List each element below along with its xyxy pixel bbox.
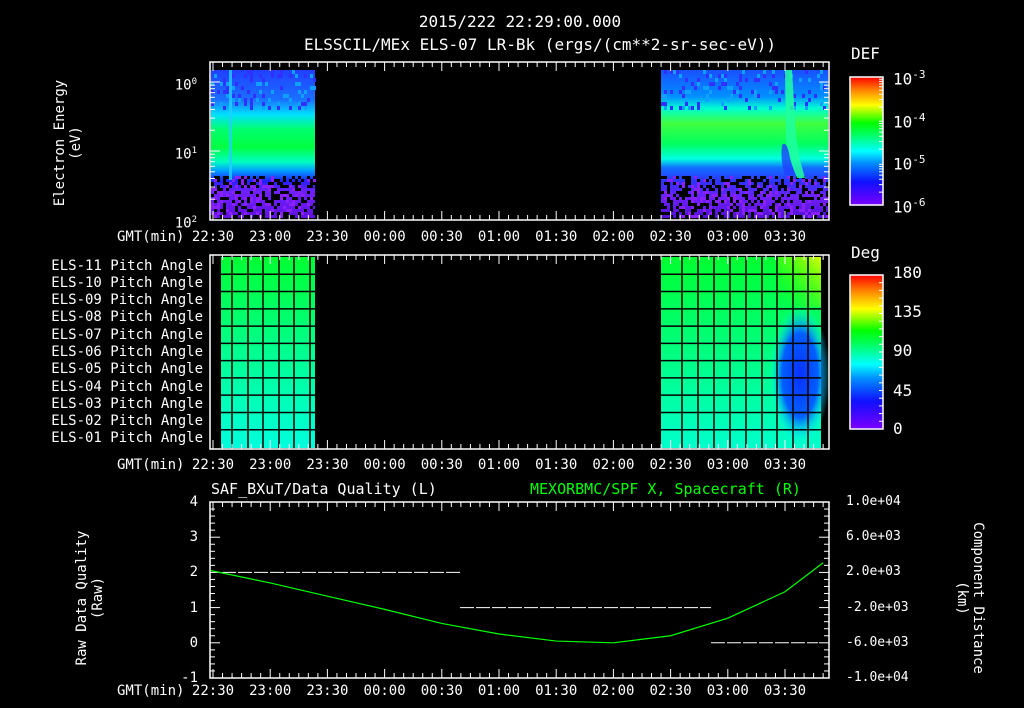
deg-colorbar-title: Deg — [851, 243, 880, 262]
time-tick-label: 00:00 — [363, 683, 406, 699]
distance-tick-label: 6.0e+03 — [846, 529, 901, 545]
plot-timestamp: 2015/222 22:29:00.000 — [418, 12, 622, 31]
data-quality-axis-label-line2: (Raw) — [90, 576, 106, 620]
time-tick-label: 02:30 — [649, 229, 692, 245]
pitch-angle-row-label: ELS-09 Pitch Angle — [51, 292, 203, 309]
time-tick-label: 03:00 — [706, 229, 749, 245]
time-tick-label: 02:00 — [592, 229, 635, 245]
data-quality-axis-label: Raw Data Quality (Raw) — [74, 523, 106, 673]
energy-tick-label: 102 — [174, 215, 197, 232]
pitch-angle-row-label: ELS-10 Pitch Angle — [51, 274, 203, 291]
distance-tick-label: 2.0e+03 — [846, 564, 901, 580]
data-quality-tick-label: 1 — [189, 599, 198, 616]
time-tick-label: 01:30 — [535, 457, 578, 473]
deg-colorbar-tick-label: 0 — [893, 419, 903, 438]
deg-colorbar-tick-label: 45 — [893, 381, 913, 400]
time-axis-label: GMT(min) — [117, 683, 185, 699]
pitch-angle-row-label: ELS-01 Pitch Angle — [51, 430, 203, 447]
time-tick-label: 23:00 — [249, 229, 292, 245]
time-tick-label: 01:30 — [535, 229, 578, 245]
time-tick-label: 00:00 — [363, 457, 406, 473]
data-quality-axis-label-line1: Raw Data Quality — [74, 530, 90, 666]
energy-axis-label-line1: Electron Energy — [52, 79, 68, 207]
time-tick-label: 23:30 — [306, 683, 349, 699]
pitch-angle-row-label: ELS-02 Pitch Angle — [51, 413, 203, 430]
time-tick-label: 02:30 — [649, 683, 692, 699]
time-tick-label: 03:30 — [763, 457, 807, 473]
time-tick-label: 03:00 — [706, 457, 749, 473]
deg-colorbar-tick-label: 180 — [893, 263, 922, 282]
pitch-angle-row-label: ELS-08 Pitch Angle — [51, 309, 203, 326]
time-tick-label: 01:00 — [477, 457, 521, 473]
deg-colorbar-tick-label: 90 — [893, 341, 913, 360]
time-tick-label: 00:30 — [420, 457, 463, 473]
pitch-angle-row-label: ELS-04 Pitch Angle — [51, 378, 203, 395]
energy-axis-label: Electron Energy (eV) — [52, 73, 84, 213]
def-colorbar-tick-label: 10-5 — [893, 153, 926, 174]
distance-tick-label: 1.0e+04 — [846, 494, 901, 509]
plot-subtitle: ELSSCIL/MEx ELS-07 LR-Bk (ergs/(cm**2-sr… — [303, 35, 776, 54]
pitch-angle-row-label: ELS-03 Pitch Angle — [51, 395, 203, 412]
time-axis-label: GMT(min) — [117, 457, 185, 473]
def-colorbar-tick-label: 10-3 — [893, 68, 926, 89]
time-tick-label: 03:00 — [706, 683, 749, 699]
distance-tick-label: -6.0e+03 — [846, 634, 909, 650]
time-tick-label: 02:00 — [592, 683, 635, 699]
pitch-angle-row-label: ELS-06 Pitch Angle — [51, 344, 203, 360]
def-colorbar-title: DEF — [851, 44, 880, 63]
data-quality-tick-label: 3 — [189, 529, 198, 546]
def-colorbar-tick-label: 10-4 — [893, 111, 926, 132]
data-quality-tick-label: 0 — [189, 634, 198, 651]
energy-axis-label-line2: (eV) — [68, 126, 84, 160]
time-tick-label: 02:30 — [649, 457, 692, 473]
energy-tick-label: 101 — [174, 146, 197, 163]
data-quality-tick-label: 4 — [189, 494, 198, 510]
time-tick-label: 03:30 — [763, 229, 807, 245]
data-quality-tick-label: 2 — [189, 564, 198, 581]
pitch-angle-row-label: ELS-07 Pitch Angle — [51, 326, 203, 343]
distance-tick-label: -2.0e+03 — [846, 599, 909, 615]
energy-tick-label: 100 — [174, 77, 197, 94]
time-tick-label: 03:30 — [763, 683, 807, 699]
time-tick-label: 23:30 — [306, 229, 349, 245]
time-tick-label: 02:00 — [592, 457, 635, 473]
time-tick-label: 01:00 — [477, 229, 521, 245]
time-tick-label: 22:30 — [191, 229, 235, 245]
pitch-angle-row-label: ELS-05 Pitch Angle — [51, 361, 203, 378]
component-distance-axis-label-line1: Component Distance — [970, 522, 986, 674]
time-tick-label: 23:30 — [306, 457, 349, 473]
pitch-angle-row-label: ELS-11 Pitch Angle — [51, 257, 203, 274]
time-tick-label: 23:00 — [249, 683, 292, 699]
def-colorbar-tick-label: 10-6 — [893, 196, 926, 217]
component-distance-axis-label-line2: (km) — [954, 581, 970, 615]
spacecraft-x-title: MEXORBMC/SPF X, Spacecraft (R) — [530, 480, 801, 498]
data-quality-tick-label: -1 — [181, 670, 198, 686]
time-tick-label: 00:00 — [363, 229, 406, 245]
deg-colorbar-tick-label: 135 — [893, 302, 922, 321]
time-tick-label: 22:30 — [191, 683, 235, 699]
time-tick-label: 00:30 — [420, 683, 463, 699]
distance-tick-label: -1.0e+04 — [846, 670, 909, 685]
time-tick-label: 01:30 — [535, 683, 578, 699]
time-axis-label: GMT(min) — [117, 229, 185, 245]
data-quality-title: SAF_BXuT/Data Quality (L) — [211, 480, 437, 498]
time-tick-label: 01:00 — [477, 683, 521, 699]
time-tick-label: 22:30 — [191, 457, 235, 473]
component-distance-axis-label: Component Distance (km) — [954, 518, 986, 678]
time-tick-label: 23:00 — [249, 457, 292, 473]
time-tick-label: 00:30 — [420, 229, 463, 245]
